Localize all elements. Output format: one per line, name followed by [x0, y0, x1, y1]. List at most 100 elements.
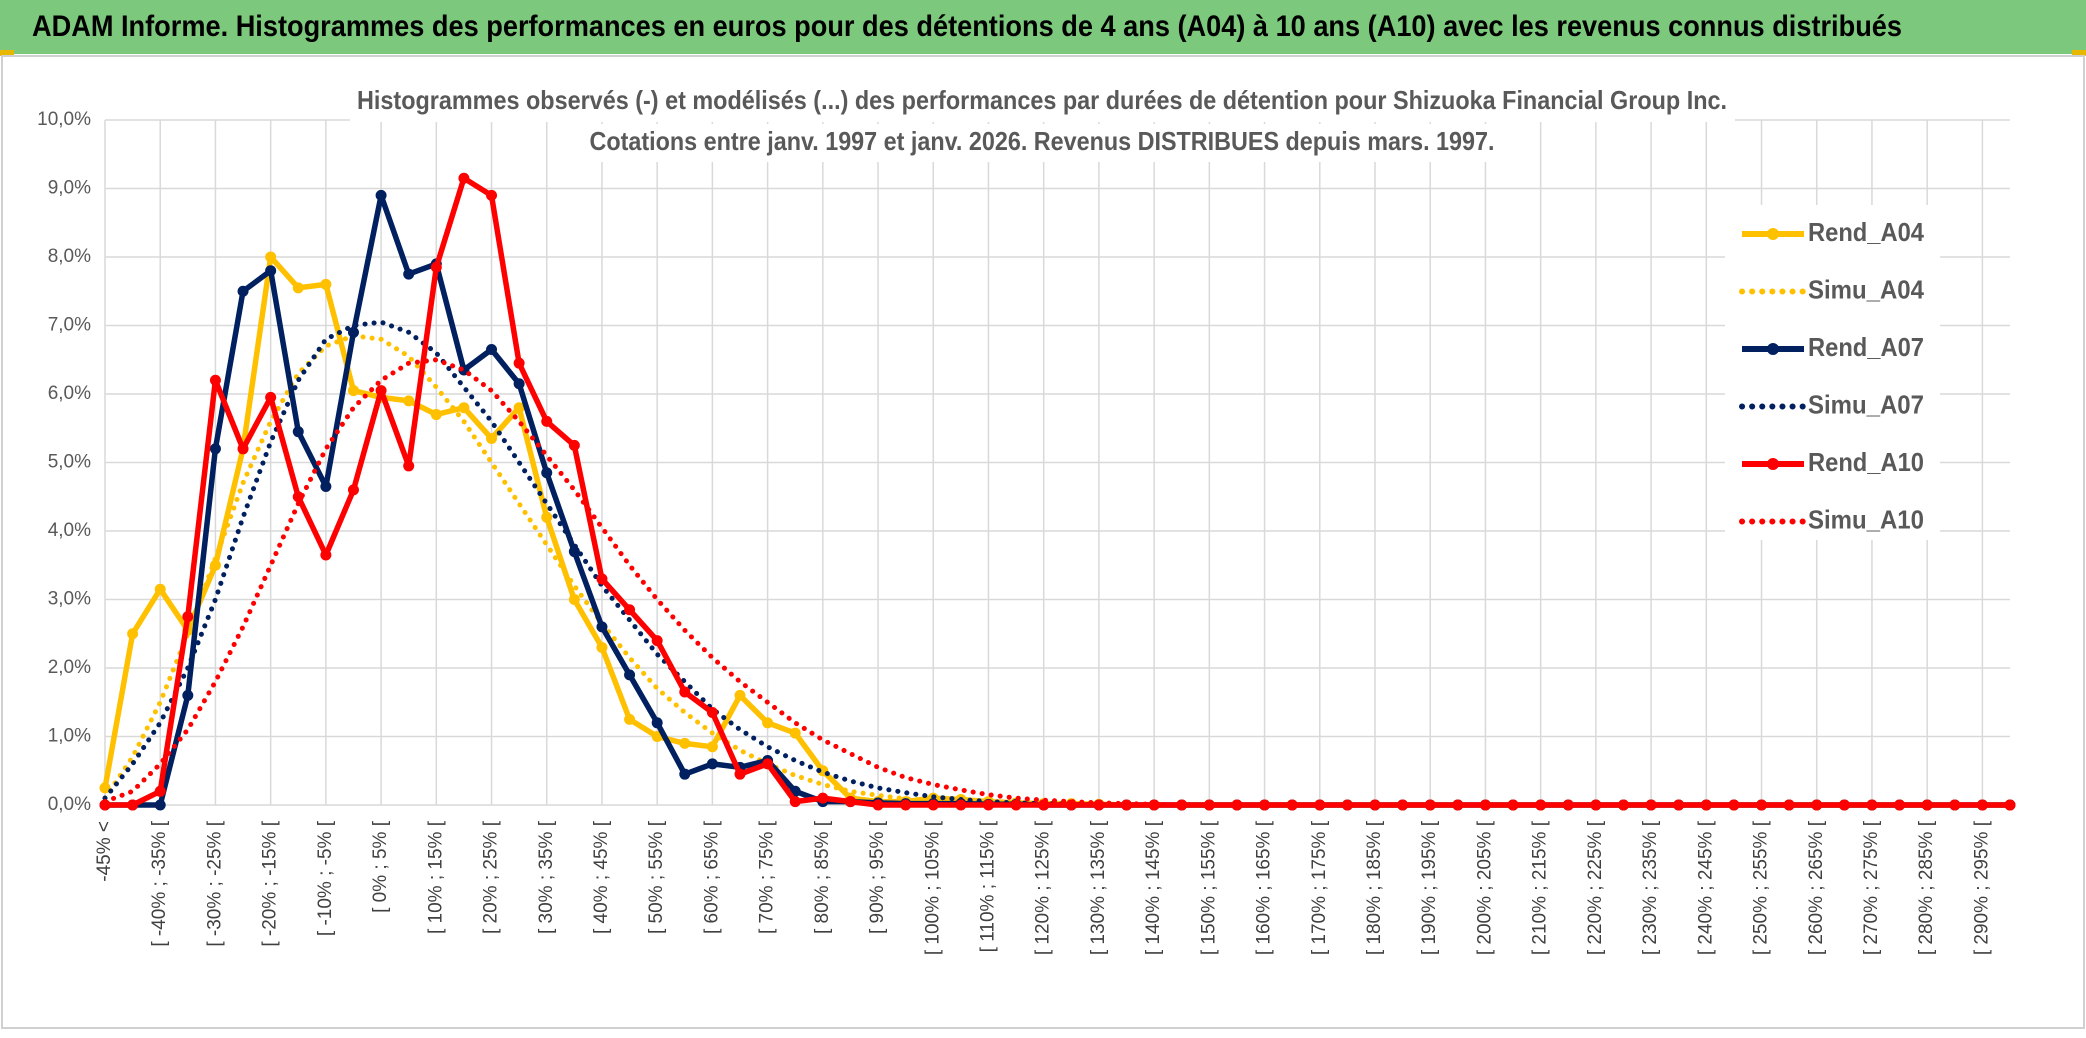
data-point — [706, 707, 718, 719]
data-point — [706, 758, 718, 770]
data-point — [679, 768, 691, 780]
x-tick-label: [ 90% ; 95% [ — [867, 820, 888, 934]
chart-title: Histogrammes observés (-) et modélisés (… — [357, 85, 1727, 115]
x-tick-label: -45% < — [94, 821, 115, 882]
data-point — [541, 415, 553, 427]
y-tick-label: 8,0% — [48, 246, 91, 267]
data-point — [265, 251, 277, 263]
data-point — [237, 443, 249, 455]
x-tick-label: [ 230% ; 235% [ — [1640, 820, 1661, 955]
x-tick-label: [ 210% ; 215% [ — [1530, 820, 1551, 955]
data-point — [568, 439, 580, 451]
data-point — [872, 799, 884, 811]
x-tick-label: [ -40% ; -35% [ — [149, 820, 170, 946]
data-point — [568, 594, 580, 605]
data-point — [900, 799, 912, 811]
legend-label: Simu_A04 — [1808, 274, 1924, 304]
data-point — [403, 268, 415, 280]
header-title: ADAM Informe. Histogrammes des performan… — [32, 10, 1902, 43]
data-point — [955, 799, 967, 811]
y-tick-label: 4,0% — [48, 520, 91, 541]
corner — [0, 50, 14, 56]
data-point — [596, 573, 608, 585]
data-point — [624, 713, 636, 725]
data-point — [734, 768, 746, 780]
x-tick-label: [ 250% ; 255% [ — [1751, 820, 1772, 955]
series-line — [102, 357, 2013, 808]
x-tick-label: [ 80% ; 85% [ — [812, 820, 833, 934]
legend-marker — [1767, 343, 1779, 355]
x-tick-label: [ 220% ; 225% [ — [1585, 820, 1606, 955]
data-point — [347, 385, 359, 397]
data-point — [486, 343, 498, 355]
data-point — [237, 285, 249, 297]
x-tick-label: [ 60% ; 65% [ — [701, 820, 722, 934]
x-tick-label: [ 130% ; 135% [ — [1088, 820, 1109, 955]
series-line — [102, 333, 2013, 808]
title-bg — [350, 84, 1735, 122]
x-tick-label: [ 120% ; 125% [ — [1033, 820, 1054, 955]
legend-marker — [1767, 458, 1779, 470]
legend-label: Rend_A04 — [1808, 217, 1924, 247]
data-point — [265, 391, 277, 403]
data-point — [154, 799, 166, 811]
legend-label: Rend_A07 — [1808, 332, 1924, 362]
data-point — [927, 799, 939, 811]
data-point — [347, 326, 359, 338]
x-tick-label: [ 40% ; 45% [ — [591, 820, 612, 934]
data-point — [486, 433, 498, 445]
data-point — [375, 189, 387, 201]
data-point — [127, 628, 139, 640]
data-point — [762, 717, 774, 729]
data-point — [762, 758, 774, 770]
data-point — [209, 374, 221, 386]
title-bg — [580, 124, 1505, 162]
data-point — [486, 189, 498, 201]
x-tick-label: [ 0% ; 5% [ — [370, 820, 391, 913]
data-point — [817, 792, 829, 804]
x-tick-label: [ 150% ; 155% [ — [1198, 820, 1219, 955]
data-point — [541, 467, 553, 479]
data-point — [651, 717, 663, 729]
x-tick-label: [ 110% ; 115% [ — [977, 820, 998, 952]
data-point — [209, 443, 221, 455]
x-tick-label: [ 270% ; 275% [ — [1861, 820, 1882, 955]
data-point — [596, 621, 608, 633]
x-tick-label: [ -30% ; -25% [ — [204, 820, 225, 946]
data-point — [154, 583, 166, 595]
x-tick-label: [ 10% ; 15% [ — [425, 820, 446, 934]
chart-frame — [1, 55, 2085, 1029]
data-point — [182, 689, 194, 701]
y-tick-label: 10,0% — [37, 109, 91, 130]
y-tick-label: 3,0% — [48, 589, 91, 610]
y-tick-label: 1,0% — [48, 726, 91, 747]
x-tick-label: [ -10% ; -5% [ — [315, 820, 336, 936]
data-point — [734, 689, 746, 701]
y-tick-label: 5,0% — [48, 452, 91, 473]
y-tick-label: 9,0% — [48, 178, 91, 199]
x-tick-label: [ 190% ; 195% [ — [1419, 820, 1440, 955]
data-point — [154, 785, 166, 797]
data-point — [458, 402, 470, 414]
data-point — [982, 799, 994, 811]
data-point — [292, 426, 304, 438]
series-line — [105, 175, 2010, 808]
y-tick-label: 6,0% — [48, 383, 91, 404]
legend-bg — [1725, 205, 1940, 540]
data-point — [679, 737, 691, 749]
data-point — [320, 480, 332, 492]
x-tick-label: [ 260% ; 265% [ — [1806, 820, 1827, 955]
data-point — [99, 782, 111, 794]
legend-label: Simu_A07 — [1808, 389, 1924, 419]
data-point — [541, 511, 553, 523]
y-tick-label: 2,0% — [48, 657, 91, 678]
data-point — [320, 278, 332, 290]
data-point — [789, 727, 801, 739]
header-bar — [0, 0, 2086, 54]
data-point — [403, 395, 415, 407]
data-point — [430, 261, 442, 273]
data-point — [347, 484, 359, 496]
data-point — [596, 641, 608, 653]
data-point — [375, 385, 387, 397]
